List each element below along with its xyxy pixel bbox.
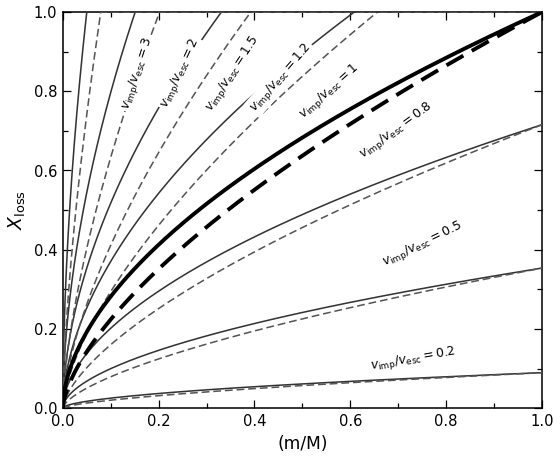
Text: $v_{\mathrm{imp}}/v_{\mathrm{esc}}=1$: $v_{\mathrm{imp}}/v_{\mathrm{esc}}=1$: [295, 60, 362, 123]
Text: $v_{\mathrm{imp}}/v_{\mathrm{esc}}=0.8$: $v_{\mathrm{imp}}/v_{\mathrm{esc}}=0.8$: [356, 99, 436, 163]
Text: $v_{\mathrm{imp}}/v_{\mathrm{esc}}=0.5$: $v_{\mathrm{imp}}/v_{\mathrm{esc}}=0.5$: [379, 217, 465, 270]
Text: $v_{\mathrm{imp}}/v_{\mathrm{esc}}=2$: $v_{\mathrm{imp}}/v_{\mathrm{esc}}=2$: [157, 36, 204, 111]
Y-axis label: $X_{\mathrm{loss}}$: $X_{\mathrm{loss}}$: [6, 190, 27, 230]
Text: $v_{\mathrm{imp}}/v_{\mathrm{esc}}=3$: $v_{\mathrm{imp}}/v_{\mathrm{esc}}=3$: [118, 35, 157, 112]
X-axis label: (m/M): (m/M): [277, 435, 328, 453]
Text: $v_{\mathrm{imp}}/v_{\mathrm{esc}}=1.5$: $v_{\mathrm{imp}}/v_{\mathrm{esc}}=1.5$: [202, 33, 264, 115]
Text: $v_{\mathrm{imp}}/v_{\mathrm{esc}}=0.2$: $v_{\mathrm{imp}}/v_{\mathrm{esc}}=0.2$: [368, 343, 456, 375]
Text: $v_{\mathrm{imp}}/v_{\mathrm{esc}}=1.2$: $v_{\mathrm{imp}}/v_{\mathrm{esc}}=1.2$: [246, 39, 315, 116]
